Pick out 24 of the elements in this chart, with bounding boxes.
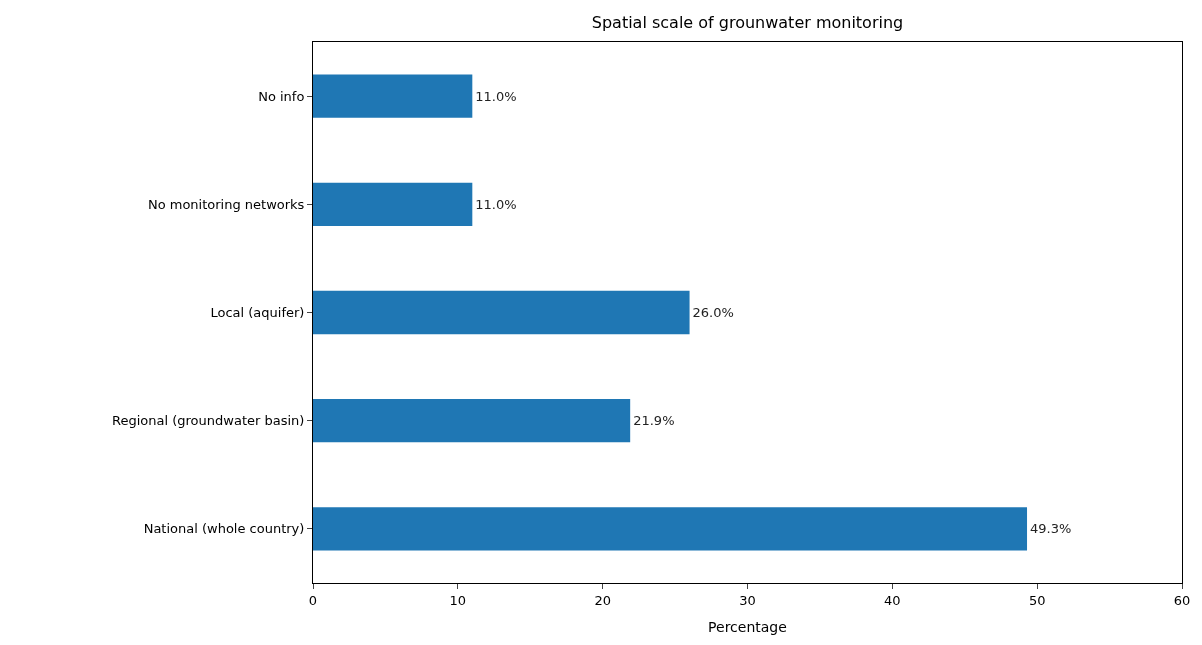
y-tick-label: Local (aquifer)	[210, 305, 305, 321]
data-label: 11.0%	[475, 196, 517, 212]
data-label: 11.0%	[475, 88, 517, 104]
x-tick-label: 40	[884, 592, 901, 608]
x-tick-label: 0	[308, 592, 318, 608]
y-tick-label: No monitoring networks	[147, 196, 305, 212]
bar	[313, 399, 631, 443]
y-tick-label: No info	[258, 88, 305, 104]
x-tick-label: 10	[449, 592, 467, 608]
bar	[313, 290, 690, 335]
x-tick-label: 60	[1173, 592, 1191, 608]
x-tick-label: 30	[739, 592, 756, 608]
data-label: 49.3%	[1030, 521, 1072, 537]
x-tick-label: 20	[594, 592, 611, 608]
x-tick-label: 50	[1028, 592, 1046, 608]
data-label: 21.9%	[633, 413, 675, 429]
y-tick-label: National (whole country)	[143, 521, 305, 537]
x-axis-title: Percentage	[708, 618, 787, 635]
bar	[313, 507, 1028, 551]
bar	[313, 182, 473, 226]
bar	[313, 74, 473, 118]
chart-title: Spatial scale of grounwater monitoring	[591, 12, 904, 32]
data-label: 26.0%	[692, 305, 734, 320]
y-tick-label: Regional (groundwater basin)	[112, 413, 305, 429]
